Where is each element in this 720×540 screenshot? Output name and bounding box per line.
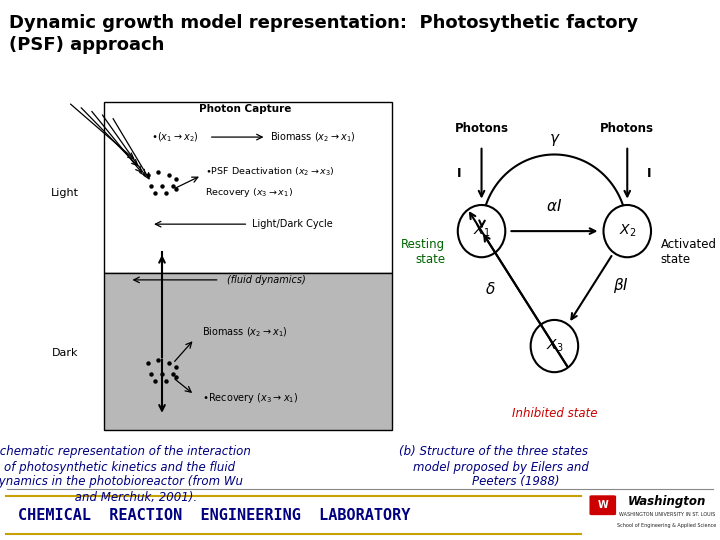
Text: $\bullet$Recovery $(x_3{\rightarrow}x_1)$: $\bullet$Recovery $(x_3{\rightarrow}x_1)… [202,392,298,406]
Text: Dynamic growth model representation:  Photosythetic factory
(PSF) approach: Dynamic growth model representation: Pho… [9,14,638,53]
Text: CHEMICAL  REACTION  ENGINEERING  LABORATORY: CHEMICAL REACTION ENGINEERING LABORATORY [17,508,410,523]
Text: $\bullet(x_1{\rightarrow}x_2)$: $\bullet(x_1{\rightarrow}x_2)$ [151,130,199,144]
Circle shape [531,320,578,372]
Text: Activated
state: Activated state [660,238,716,266]
FancyBboxPatch shape [590,495,616,515]
Text: Recovery $(x_3{\rightarrow}x_1)$: Recovery $(x_3{\rightarrow}x_1)$ [205,186,293,199]
Text: (fluid dynamics): (fluid dynamics) [227,275,305,285]
Text: Photons: Photons [454,123,508,136]
Text: I: I [647,167,652,180]
Text: Photon Capture: Photon Capture [199,104,291,114]
Text: Resting
state: Resting state [401,238,445,266]
Circle shape [603,205,651,257]
Text: $\gamma$: $\gamma$ [549,132,560,147]
Text: Biomass $(x_2{\rightarrow}x_1)$: Biomass $(x_2{\rightarrow}x_1)$ [270,130,356,144]
Text: Washington: Washington [628,495,706,508]
Text: I: I [457,167,462,180]
Text: $X_3$: $X_3$ [546,338,563,354]
Bar [104,102,392,273]
Text: Light: Light [51,188,78,198]
Circle shape [458,205,505,257]
Text: Biomass $(x_2{\rightarrow}x_1)$: Biomass $(x_2{\rightarrow}x_1)$ [202,325,287,339]
Text: $X_2$: $X_2$ [618,223,636,239]
Text: $\alpha I$: $\alpha I$ [546,198,562,214]
Text: $\beta I$: $\beta I$ [613,275,629,295]
Bar [104,273,392,430]
Text: Light/Dark Cycle: Light/Dark Cycle [252,219,333,229]
Text: Dark: Dark [52,348,78,358]
Text: (b) Structure of the three states
    model proposed by Eilers and
            P: (b) Structure of the three states model … [397,446,589,489]
Text: $X_1$: $X_1$ [473,223,490,239]
Text: WASHINGTON UNIVERSITY IN ST. LOUIS: WASHINGTON UNIVERSITY IN ST. LOUIS [618,512,715,517]
Text: $\bullet$PSF Deactivation $(x_2{\rightarrow}x_3)$: $\bullet$PSF Deactivation $(x_2{\rightar… [205,166,335,178]
Text: School of Engineering & Applied Science: School of Engineering & Applied Science [617,523,716,528]
Text: Inhibited state: Inhibited state [512,407,597,420]
Text: Photons: Photons [600,123,654,136]
Text: $\delta$: $\delta$ [485,281,496,296]
Text: W: W [598,500,608,510]
Text: (a) Schematic representation of the interaction
    of photosynthetic kinetics a: (a) Schematic representation of the inte… [0,446,251,503]
